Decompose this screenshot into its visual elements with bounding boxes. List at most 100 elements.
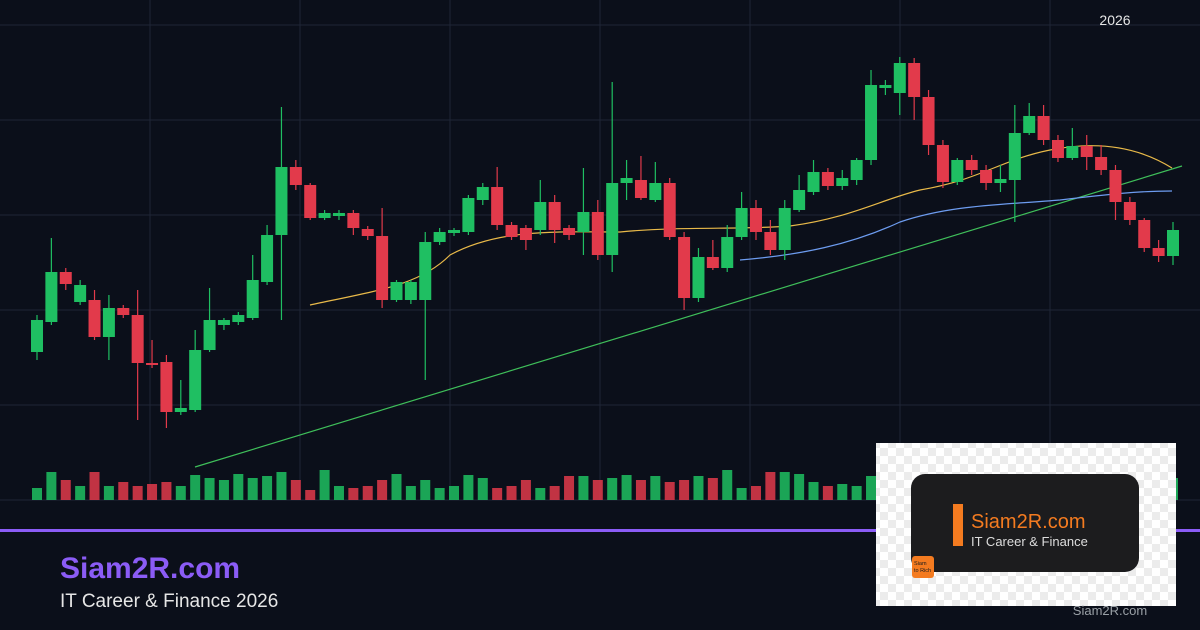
volume-bar bbox=[405, 486, 416, 500]
candle-body bbox=[390, 282, 403, 300]
volume-bar bbox=[89, 472, 100, 500]
candle-body bbox=[836, 178, 849, 186]
candle-body bbox=[404, 282, 417, 300]
trend-line bbox=[194, 165, 1183, 468]
candle-body bbox=[764, 232, 777, 250]
candle-body bbox=[275, 167, 288, 235]
candle-body bbox=[548, 202, 561, 230]
candle-body bbox=[217, 320, 230, 325]
year-label: 2026 bbox=[1099, 12, 1130, 28]
candle-body bbox=[289, 167, 302, 185]
divider bbox=[0, 529, 1200, 532]
logo-accent bbox=[953, 504, 963, 546]
candle-body bbox=[361, 229, 374, 236]
candle-body bbox=[131, 315, 144, 363]
candle-body bbox=[1095, 157, 1108, 170]
candle-body bbox=[59, 272, 72, 284]
candle-body bbox=[778, 208, 791, 250]
volume-bar bbox=[204, 478, 215, 500]
volume-bar bbox=[707, 478, 718, 500]
volume-bar bbox=[420, 480, 431, 500]
volume-bar bbox=[750, 486, 761, 500]
candle-body bbox=[160, 362, 173, 412]
volume-bar bbox=[319, 470, 330, 500]
volume-bar bbox=[118, 482, 129, 500]
volume-bar bbox=[779, 472, 790, 500]
volume-bar bbox=[391, 474, 402, 500]
volume-bar bbox=[664, 482, 675, 500]
candle-body bbox=[1023, 116, 1036, 133]
candle-body bbox=[1037, 116, 1050, 140]
volume-bar bbox=[851, 486, 862, 500]
logo-brand: Siam2R.com bbox=[971, 511, 1085, 533]
volume-bar bbox=[262, 476, 273, 500]
logo-tagline: IT Career & Finance bbox=[971, 534, 1088, 549]
volume-bar bbox=[247, 478, 258, 500]
volume-bar bbox=[333, 486, 344, 500]
volume-bar bbox=[592, 480, 603, 500]
candle-body bbox=[476, 187, 489, 200]
candle-body bbox=[1008, 133, 1021, 180]
candle-body bbox=[491, 187, 504, 225]
candle-body bbox=[318, 213, 331, 218]
volume-bar bbox=[549, 486, 560, 500]
volume-bar bbox=[520, 480, 531, 500]
volume-bar bbox=[175, 486, 186, 500]
candle-body bbox=[893, 63, 906, 93]
candle-body bbox=[577, 212, 590, 232]
candle-body bbox=[965, 160, 978, 170]
footer-tagline: IT Career & Finance 2026 bbox=[60, 591, 278, 612]
volume-bar bbox=[233, 474, 244, 500]
candle-body bbox=[433, 232, 446, 242]
volume-bar bbox=[866, 476, 877, 500]
candle-body bbox=[1123, 202, 1136, 220]
watermark: Siam2R.com bbox=[1073, 603, 1147, 618]
candle-body bbox=[620, 178, 633, 183]
volume-bar bbox=[60, 480, 71, 500]
volume-bar bbox=[463, 475, 474, 500]
volume-bar bbox=[32, 488, 42, 500]
volume-bar bbox=[190, 475, 201, 500]
volume-bar bbox=[305, 490, 316, 500]
candle-body bbox=[1138, 220, 1151, 248]
candle-body bbox=[692, 257, 705, 298]
candle-body bbox=[376, 236, 389, 300]
logo-badge-text: to Rich bbox=[914, 568, 931, 574]
candle-body bbox=[994, 179, 1007, 183]
candle-body bbox=[606, 183, 619, 255]
volume-bar bbox=[808, 482, 819, 500]
footer-brand: Siam2R.com bbox=[60, 552, 240, 585]
moving-average-fast bbox=[309, 145, 1173, 306]
volume-bar bbox=[276, 472, 287, 500]
volume-bar bbox=[621, 475, 632, 500]
logo-badge bbox=[912, 556, 934, 578]
candle-body bbox=[1109, 170, 1122, 202]
volume-bar bbox=[161, 482, 172, 500]
volume-bar bbox=[607, 478, 618, 500]
candle-body bbox=[922, 97, 935, 145]
volume-bar bbox=[506, 486, 517, 500]
volume-bar bbox=[492, 488, 503, 500]
candle-body bbox=[1152, 248, 1165, 256]
candle-body bbox=[519, 228, 532, 240]
volume-bar bbox=[218, 480, 229, 500]
candle-body bbox=[749, 208, 762, 232]
candle-body bbox=[706, 257, 719, 268]
candle-body bbox=[203, 320, 216, 350]
candle-body bbox=[462, 198, 475, 232]
candle-body bbox=[821, 172, 834, 186]
candle-body bbox=[347, 213, 360, 228]
volume-bar bbox=[449, 486, 460, 500]
candle-body bbox=[879, 85, 892, 88]
candle-body bbox=[505, 225, 518, 237]
volume-bar bbox=[434, 488, 445, 500]
candle-body bbox=[534, 202, 547, 230]
candle-body bbox=[304, 185, 317, 218]
candle-body bbox=[721, 237, 734, 268]
candle-body bbox=[936, 145, 949, 182]
volume-bar bbox=[635, 480, 646, 500]
candle-layer bbox=[31, 57, 1179, 428]
volume-bar bbox=[564, 476, 575, 500]
